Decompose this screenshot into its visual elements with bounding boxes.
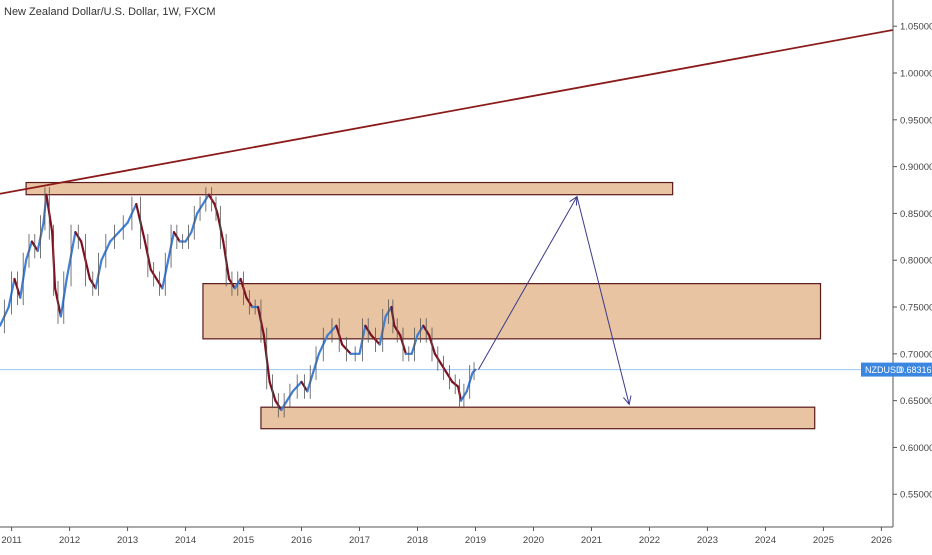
x-tick-label: 2023 — [697, 535, 718, 546]
x-tick-label: 2022 — [639, 535, 660, 546]
y-tick-label: 0.95000 — [900, 115, 932, 126]
x-tick-label: 2016 — [291, 535, 312, 546]
x-tick-label: 2012 — [59, 535, 80, 546]
y-tick-label: 0.55000 — [900, 490, 932, 501]
y-tick-label: 0.85000 — [900, 209, 932, 220]
y-tick-label: 0.75000 — [900, 303, 932, 314]
y-tick-label: 1.00000 — [900, 69, 932, 80]
y-tick-label: 0.60000 — [900, 443, 932, 454]
y-tick-label: 0.70000 — [900, 349, 932, 360]
chart-title: New Zealand Dollar/U.S. Dollar, 1W, FXCM — [4, 6, 216, 18]
zones-layer — [25, 181, 822, 430]
y-tick-label: 0.65000 — [900, 396, 932, 407]
x-tick-label: 2021 — [581, 535, 602, 546]
symbol-label: NZDUSD — [865, 365, 903, 375]
x-tick-label: 2014 — [175, 535, 196, 546]
x-tick-label: 2025 — [813, 535, 834, 546]
zone-1 — [25, 181, 674, 196]
forecast-arrow-2 — [576, 196, 630, 405]
x-tick-label: 2015 — [233, 535, 254, 546]
x-tick-label: 2011 — [1, 535, 21, 546]
x-tick-label: 2019 — [465, 535, 486, 546]
y-tick-label: 0.80000 — [900, 256, 932, 267]
x-tick-label: 2020 — [523, 535, 544, 546]
x-tick-label: 2026 — [871, 535, 892, 546]
arrow-layer — [477, 195, 632, 406]
trendline-layer — [0, 29, 894, 195]
zone-3 — [260, 406, 816, 430]
forecast-arrowhead-1 — [569, 195, 578, 206]
forecast-arrow-1 — [477, 196, 578, 370]
forecast-arrowhead-2 — [623, 395, 632, 406]
trendline — [0, 29, 894, 195]
x-tick-label: 2024 — [755, 535, 776, 546]
y-tick-label: 0.90000 — [900, 162, 932, 173]
price-layer — [0, 187, 893, 418]
last-price-badge — [861, 362, 932, 377]
last-price-label: 0.68316 — [899, 365, 932, 375]
y-tick-label: 1.05000 — [900, 22, 932, 33]
x-tick-label: 2013 — [117, 535, 138, 546]
x-tick-label: 2018 — [407, 535, 428, 546]
x-tick-label: 2017 — [349, 535, 370, 546]
